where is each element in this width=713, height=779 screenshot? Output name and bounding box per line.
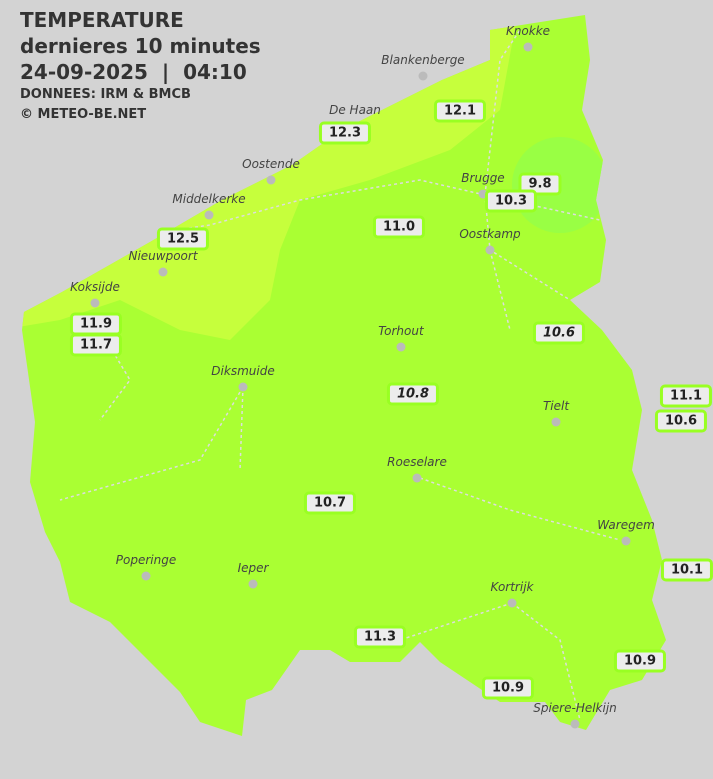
city-label: Knokke (505, 24, 551, 38)
temperature-reading: 10.6 (532, 321, 586, 345)
city-dot (523, 42, 533, 52)
city-dot (204, 210, 214, 220)
city-dot (621, 536, 631, 546)
temperature-reading: 12.1 (433, 99, 487, 123)
temperature-reading: 12.5 (156, 227, 210, 251)
city-label: Oostkamp (459, 227, 521, 241)
city-label: Middelkerke (172, 192, 246, 206)
city-label: Diksmuide (211, 364, 275, 378)
temperature-reading: 11.9 (69, 312, 123, 336)
temperature-reading: 10.7 (303, 491, 357, 515)
temperature-reading: 11.7 (69, 333, 123, 357)
city-dot (396, 342, 406, 352)
city-dot (478, 189, 488, 199)
city-label: Torhout (378, 324, 424, 338)
data-source: DONNEES: IRM & BMCB (20, 87, 191, 102)
city-label: Spiere-Helkijn (533, 701, 617, 715)
city-label: Roeselare (387, 455, 447, 469)
city-label: Koksijde (70, 280, 120, 294)
city-label: De Haan (329, 103, 381, 117)
city-dot (551, 417, 561, 427)
city-dot (570, 719, 580, 729)
city-dot (418, 71, 428, 81)
city-dot (266, 175, 276, 185)
temperature-reading: 11.1 (659, 384, 713, 408)
city-label: Tielt (542, 399, 570, 413)
temperature-reading: 11.3 (353, 625, 407, 649)
map-subtitle: dernieres 10 minutes (20, 34, 261, 58)
city-dot (90, 298, 100, 308)
temperature-reading: 11.0 (372, 215, 426, 239)
city-dot (412, 473, 422, 483)
copyright: © METEO-BE.NET (20, 107, 147, 122)
city-label: Kortrijk (490, 580, 534, 594)
city-dot (238, 382, 248, 392)
city-dot (485, 245, 495, 255)
city-label: Blankenberge (381, 53, 465, 67)
city-dot (158, 267, 168, 277)
city-label: Brugge (461, 171, 505, 185)
city-dot (507, 598, 517, 608)
temperature-reading: 10.9 (613, 649, 667, 673)
temperature-reading: 10.3 (484, 189, 538, 213)
city-dot (141, 571, 151, 581)
temperature-reading: 10.6 (654, 409, 708, 433)
city-label: Waregem (597, 518, 655, 532)
city-label: Oostende (242, 157, 300, 171)
temperature-reading: 12.3 (318, 121, 372, 145)
map-datetime: 24-09-2025 | 04:10 (20, 60, 247, 84)
city-label: Ieper (237, 561, 269, 575)
temperature-reading: 10.8 (386, 382, 440, 406)
city-label: Poperinge (115, 553, 177, 567)
city-label: Nieuwpoort (128, 249, 198, 263)
temperature-reading: 10.9 (481, 676, 535, 700)
temperature-reading: 10.1 (660, 558, 713, 582)
city-dot (248, 579, 258, 589)
map-title: TEMPERATURE (20, 8, 184, 32)
